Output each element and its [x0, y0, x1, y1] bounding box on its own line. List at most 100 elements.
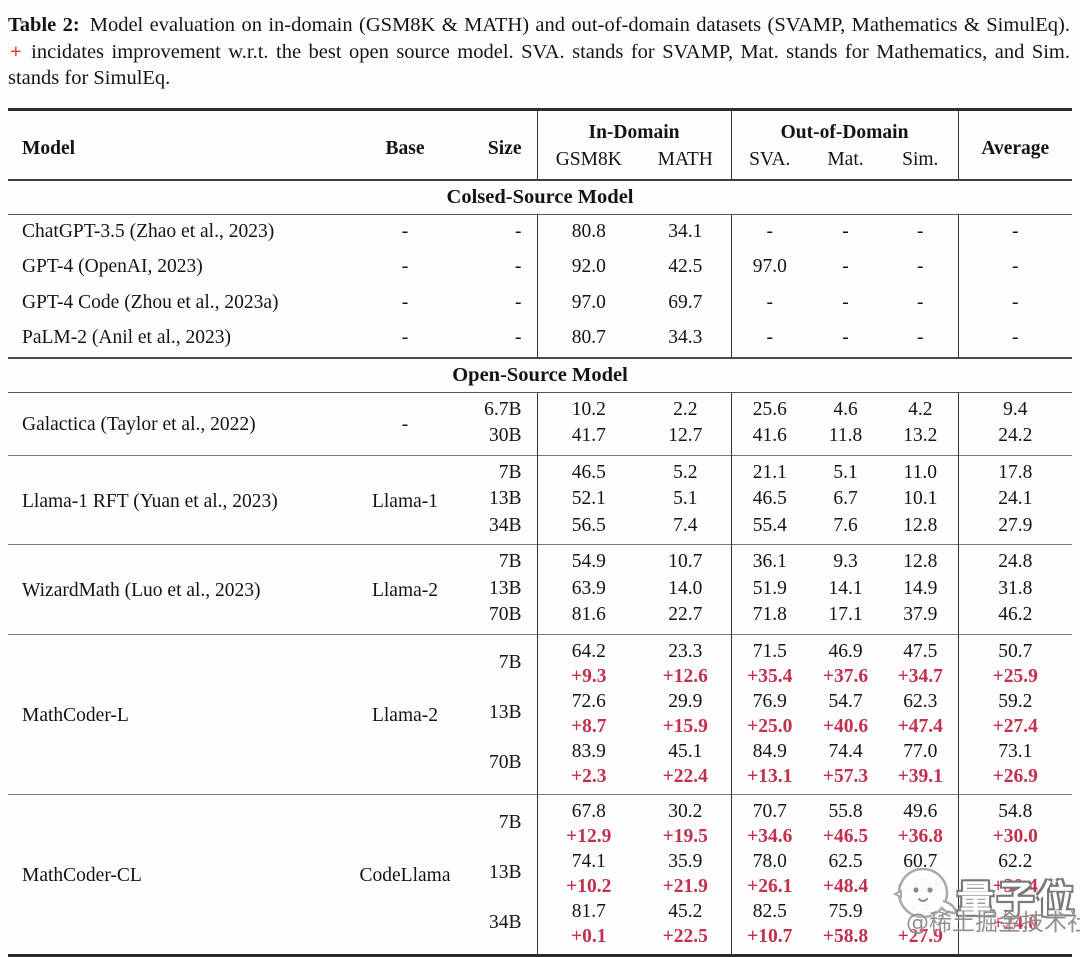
metric-value-cell: 92.0	[536, 250, 640, 286]
metric-value-cell: -	[957, 285, 1073, 321]
metric-value-cell: 24.1	[957, 486, 1073, 513]
table-row: 13B 52.1 5.1 46.5 6.7 10.1 24.1	[8, 486, 1073, 513]
metric-value-cell: 74.4 +57.3	[808, 739, 883, 795]
caption-plus-marker: +	[10, 40, 22, 63]
metric-value-cell: 46.5	[536, 454, 640, 486]
metric-value: 67.8	[571, 800, 606, 822]
metric-value-cell: 24.2	[957, 423, 1073, 455]
metric-value-cell: 36.1	[730, 544, 808, 576]
metric-value-cell: -	[730, 214, 808, 250]
metric-value-cell: 45.1 +22.4	[640, 739, 731, 795]
metric-value-cell: 4.2	[908, 398, 933, 420]
metric-value-cell: 5.2	[640, 454, 731, 486]
improvement-delta: +21.9	[662, 875, 708, 897]
metric-value-cell: 62.3 +47.4	[883, 689, 958, 739]
metric-value: 35.9	[668, 850, 703, 872]
improvement-delta: +34.6	[747, 825, 793, 847]
metric-value-cell: 14.9	[903, 577, 938, 599]
table-row: 34B 56.5 7.4 55.4 7.6 12.8 27.9	[8, 512, 1073, 545]
model-name-cell: MathCoder-CL	[8, 793, 345, 955]
metric-value: 23.3	[668, 640, 703, 662]
improvement-delta: +22.4	[662, 765, 708, 787]
metric-value-cell: -	[917, 291, 924, 313]
metric-value: 30.2	[668, 800, 703, 822]
metric-value-cell: 46.9 +37.6	[808, 633, 883, 689]
col-header-simuleq: Sim.	[883, 145, 959, 181]
metric-value: 76.9	[752, 690, 787, 712]
metric-value-cell: 76.9 +25.0	[730, 688, 808, 739]
table-row: 70B 83.9 +2.3 45.1 +22.4 84.9 +13.1 74.4 +57.3 77…	[8, 738, 1073, 795]
table-row: Llama-1 RFT (Yuan et al., 2023) Llama-1 7B…	[8, 454, 1073, 545]
improvement-delta: +19.5	[662, 825, 708, 847]
metric-value-cell: 2.2	[673, 398, 698, 420]
metric-value-cell: 34.3	[668, 327, 703, 348]
metric-value: 47.5	[903, 640, 938, 662]
metric-value-cell: 82.5 +10.7	[730, 898, 808, 955]
metric-value: 74.1	[571, 850, 606, 872]
improvement-delta: +57.3	[822, 765, 869, 787]
metric-value: 29.9	[668, 690, 703, 712]
metric-value-cell: 25.6	[730, 392, 808, 423]
metric-value-cell: 10.7	[640, 544, 731, 576]
metric-value-cell: -	[917, 327, 924, 348]
metric-value-cell: 35.9 +21.9	[640, 849, 731, 899]
metric-value-cell: 45.2 +22.5	[640, 899, 731, 956]
improvement-delta: +0.1	[571, 925, 607, 947]
metric-value-cell: 64.2 +9.3	[536, 633, 640, 689]
metric-value-cell: 11.0	[883, 454, 959, 486]
metric-value: 54.7	[828, 690, 863, 712]
metric-value-cell: 69.7	[668, 291, 703, 313]
metric-value-cell: 50.7 +25.9	[957, 633, 1073, 689]
metric-value-cell: -	[957, 250, 1073, 286]
metric-value: 77.0	[903, 740, 938, 762]
metric-value-cell: 55.8 +46.5	[808, 793, 883, 849]
table-row: Galactica (Taylor et al., 2022) - 6.7B 10.2…	[8, 392, 1073, 435]
size-cell: 6.7B	[484, 398, 522, 420]
size-cell: 70B	[488, 752, 522, 774]
improvement-delta: +8.7	[571, 715, 607, 737]
caption-label: Table 2:	[8, 14, 80, 36]
table-row: GPT-4 Code (Zhou et al., 2023a) - -97.0 69.…	[8, 285, 1073, 321]
table-row: 30B 41.7 12.7 41.6 11.8 13.2 24.2	[8, 423, 1073, 455]
base-model-cell: Llama-2	[345, 544, 465, 634]
metric-value-cell: 72.6 +8.7	[536, 688, 640, 739]
metric-value-cell: 67.8 +12.9	[536, 793, 640, 849]
col-group-in-domain: In-Domain	[536, 109, 731, 146]
col-header-size: Size	[465, 109, 537, 181]
metric-value: 71.5	[752, 640, 787, 662]
metric-value-cell: 41.6	[730, 423, 808, 455]
improvement-delta: +46.5	[822, 825, 869, 847]
size-cell: 7B	[465, 544, 537, 576]
size-cell: 13B	[488, 702, 522, 724]
base-model-cell: -	[401, 256, 409, 277]
metric-value-cell: 11.8	[828, 425, 863, 446]
metric-value-cell: 81.6	[536, 602, 640, 634]
size-cell: 30B	[488, 425, 522, 446]
metric-value-cell: 62.5 +48.4	[808, 849, 883, 899]
metric-value: 60.7	[903, 850, 938, 872]
metric-value: 59.2	[998, 690, 1033, 712]
metric-value-cell: 47.5 +34.7	[883, 633, 959, 689]
table-row: 13B 74.1 +10.2 35.9 +21.9 78.0 +26.1 62.5 +48.4 6…	[8, 848, 1073, 899]
metric-value-cell: 49.6 +36.8	[883, 793, 959, 849]
improvement-delta: +9.3	[571, 665, 607, 687]
model-name-cell: GPT-4 Code (Zhou et al., 2023a)	[22, 291, 279, 313]
metric-value-cell: 9.3	[808, 544, 883, 576]
metric-value-cell: 59.2 +27.4	[957, 688, 1073, 739]
model-name-cell: WizardMath (Luo et al., 2023)	[8, 544, 345, 634]
col-group-out-of-domain: Out-of-Domain	[730, 109, 959, 146]
metric-value-cell: 80.8	[536, 214, 640, 250]
improvement-delta: +35.4	[747, 665, 793, 687]
metric-value: 70.7	[752, 800, 787, 822]
table-row: PaLM-2 (Anil et al., 2023) - -80.7 34.3- - - -	[8, 321, 1073, 358]
col-header-model: Model	[8, 109, 345, 181]
size-cell: 70B	[488, 604, 522, 625]
metric-value-cell: -	[842, 256, 849, 277]
metric-value-cell: 46.5	[730, 486, 808, 513]
size-cell: -	[515, 256, 522, 277]
watermark-community-text: @稀土掘金技术社区	[906, 910, 1080, 936]
metric-value-cell: 73.1 +26.9	[957, 738, 1073, 794]
metric-value-cell: 24.8	[957, 544, 1073, 576]
metric-value: 62.2	[998, 850, 1033, 872]
size-cell: 7B	[465, 454, 537, 486]
